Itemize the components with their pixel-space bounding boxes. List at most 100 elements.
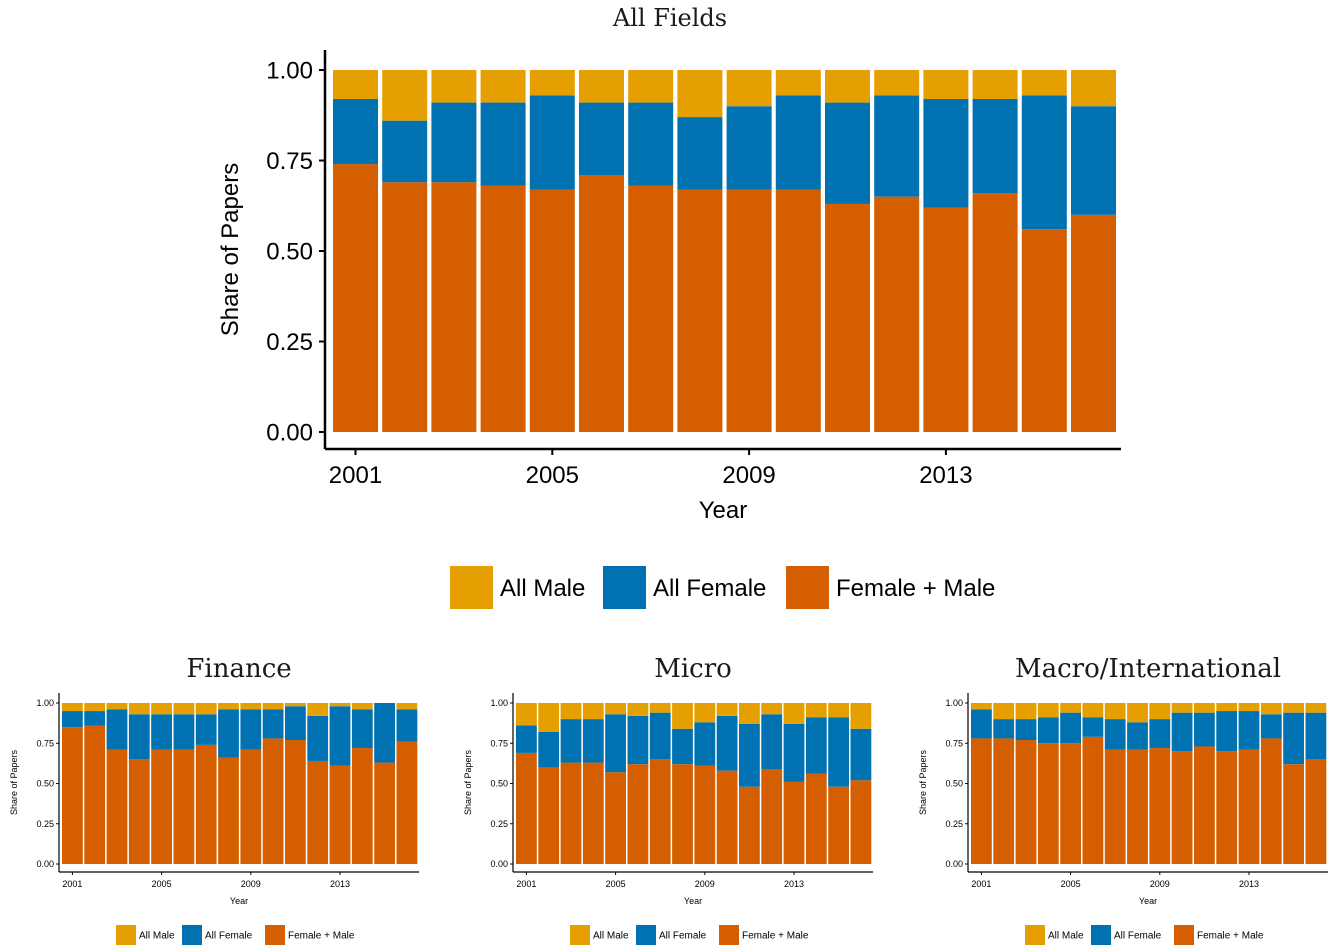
legend-swatch-all-male <box>116 925 136 945</box>
legend-swatch-all-female <box>603 566 646 609</box>
bar-all-male-2002 <box>538 703 560 732</box>
bar-female-male-2014 <box>805 773 827 864</box>
bar-female-male-2012 <box>761 769 783 864</box>
bar-female-male-2016 <box>1305 759 1327 864</box>
bar-all-female-2011 <box>285 706 306 741</box>
bar-female-male-2003 <box>1015 740 1037 864</box>
bar-all-male-2003 <box>560 703 582 720</box>
bar-all-female-2008 <box>672 728 693 765</box>
bar-all-female-2005 <box>1060 712 1081 744</box>
bar-all-male-2003 <box>1015 703 1037 720</box>
bar-all-female-2009 <box>726 106 772 190</box>
y-tick-label: 0.25 <box>490 819 508 829</box>
bar-female-male-2013 <box>923 207 969 432</box>
bar-all-male-2010 <box>716 703 738 716</box>
x-tick-label: 2001 <box>62 879 82 889</box>
bar-female-male-2001 <box>62 727 83 864</box>
bar-all-male-2001 <box>516 703 537 726</box>
bar-all-male-2007 <box>195 703 217 715</box>
y-tick-label: 0.75 <box>945 738 963 748</box>
legend-label: All Female <box>1114 931 1162 942</box>
bar-all-male-2011 <box>825 70 870 103</box>
y-tick-label: 0.25 <box>945 819 963 829</box>
bar-all-male-2015 <box>1021 70 1067 96</box>
bar-female-male-2009 <box>726 189 772 432</box>
bar-all-female-2007 <box>1104 719 1126 750</box>
bar-female-male-2016 <box>1071 214 1116 432</box>
bar-all-female-2012 <box>1216 711 1238 752</box>
legend-label: All Male <box>593 931 629 942</box>
bar-female-male-2011 <box>739 786 760 864</box>
bar-female-male-2006 <box>173 749 195 864</box>
bar-all-male-2005 <box>529 70 575 96</box>
bar-all-female-2015 <box>1021 95 1067 230</box>
bar-all-male-2010 <box>775 70 821 96</box>
bar-all-male-2012 <box>874 70 920 96</box>
bar-all-male-2003 <box>106 703 128 710</box>
bar-female-male-2009 <box>240 749 262 864</box>
bar-all-female-2009 <box>1149 719 1171 749</box>
bar-all-male-2013 <box>923 70 969 99</box>
bar-female-male-2002 <box>84 725 106 864</box>
bar-all-male-2013 <box>329 703 351 707</box>
bar-female-male-2011 <box>285 740 306 864</box>
bar-female-male-2013 <box>329 765 351 864</box>
bar-all-female-2013 <box>329 706 351 766</box>
bar-all-male-2014 <box>1260 703 1282 715</box>
bar-all-female-2014 <box>972 98 1018 194</box>
bar-all-male-2008 <box>672 703 693 729</box>
y-tick-label: 0.00 <box>36 859 54 869</box>
bar-all-female-2016 <box>1071 106 1116 215</box>
bar-all-female-2009 <box>240 709 262 750</box>
bar-all-male-2006 <box>579 70 624 103</box>
bar-all-male-2012 <box>307 703 329 716</box>
bar-all-female-2013 <box>783 723 805 782</box>
bar-female-male-2003 <box>106 749 128 864</box>
x-axis-label: Year <box>699 497 748 524</box>
bar-all-female-2001 <box>333 98 378 165</box>
bar-female-male-2011 <box>825 203 870 432</box>
y-tick-label: 0.75 <box>266 148 313 175</box>
y-tick-label: 1.00 <box>945 698 963 708</box>
bar-all-male-2016 <box>396 703 418 710</box>
bar-female-male-2016 <box>850 780 872 864</box>
legend-label: All Female <box>653 575 766 602</box>
bar-all-male-2011 <box>739 703 760 724</box>
bar-all-female-2011 <box>825 102 870 204</box>
bar-all-male-2009 <box>694 703 716 723</box>
chart-title: Micro <box>654 654 732 684</box>
bar-female-male-2014 <box>972 193 1018 432</box>
bar-all-female-2016 <box>396 709 418 742</box>
bar-female-male-2012 <box>307 760 329 864</box>
chart-1: Finance 0.00 0.25 0.50 0.75 1.00 2001 2005 2009 2… <box>9 654 419 945</box>
y-axis-label: Share of Papers <box>463 749 473 815</box>
bar-all-female-2001 <box>516 725 537 753</box>
bar-all-female-2014 <box>351 709 373 749</box>
x-tick-label: 2005 <box>526 462 579 489</box>
y-tick-label: 0.00 <box>945 859 963 869</box>
bar-female-male-2016 <box>396 741 418 864</box>
bar-female-male-2009 <box>694 765 716 864</box>
x-tick-label: 2013 <box>1239 879 1259 889</box>
legend-swatch-female-male <box>786 566 829 609</box>
bar-all-male-2007 <box>1104 703 1126 720</box>
chart-title: All Fields <box>612 4 727 32</box>
bar-female-male-2004 <box>1037 743 1059 864</box>
bar-all-male-2008 <box>677 70 723 118</box>
bar-all-male-2002 <box>993 703 1015 720</box>
bar-female-male-2015 <box>828 786 849 864</box>
chart-3: Macro/International 0.00 0.25 0.50 0.75 1.00 2… <box>918 654 1328 945</box>
y-tick-label: 0.50 <box>266 238 313 265</box>
legend: All Male All Female Female + Male <box>570 925 809 945</box>
bar-all-female-2015 <box>374 703 395 763</box>
bar-female-male-2008 <box>1127 749 1148 864</box>
legend-swatch-all-female <box>1091 925 1111 945</box>
bar-female-male-2007 <box>649 759 671 864</box>
legend-swatch-female-male <box>719 925 739 945</box>
legend: All Male All Female Female + Male <box>450 566 995 609</box>
bar-all-female-2016 <box>850 728 872 781</box>
bar-female-male-2013 <box>783 781 805 864</box>
legend-label: Female + Male <box>742 931 809 942</box>
legend-swatch-female-male <box>265 925 285 945</box>
bar-female-male-2007 <box>195 744 217 864</box>
